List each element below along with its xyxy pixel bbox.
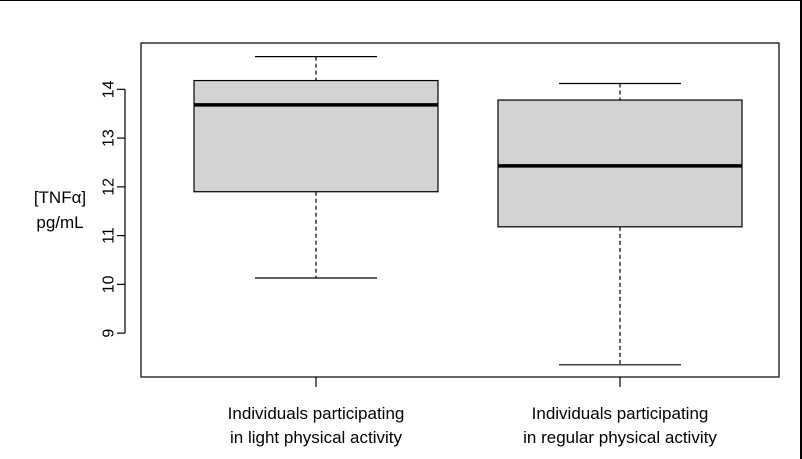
y-tick-label: 10 bbox=[101, 275, 118, 293]
x-axis: Individuals participating in light physic… bbox=[228, 377, 717, 447]
y-axis: 9 10 11 12 13 14 bbox=[101, 80, 126, 338]
x-category-label-2-line-1: Individuals participating bbox=[532, 404, 709, 423]
y-tick-label: 11 bbox=[101, 227, 118, 244]
y-tick-label: 14 bbox=[101, 80, 118, 98]
y-tick-label: 13 bbox=[101, 129, 118, 147]
y-axis-label-line-2: pg/mL bbox=[36, 213, 83, 232]
boxes bbox=[193, 56, 743, 366]
y-tick-label: 12 bbox=[101, 178, 118, 196]
y-tick-label: 9 bbox=[101, 329, 118, 338]
x-category-label-1-line-1: Individuals participating bbox=[228, 404, 405, 423]
x-category-label-2-line-2: in regular physical activity bbox=[523, 428, 717, 447]
interquartile-box bbox=[497, 99, 743, 228]
y-axis-label-line-1: [TNFα] bbox=[34, 188, 86, 207]
box-2 bbox=[497, 82, 743, 366]
x-category-label-1-line-2: in light physical activity bbox=[230, 428, 402, 447]
plot-area-border bbox=[140, 42, 780, 378]
interquartile-box bbox=[193, 79, 439, 193]
box-1 bbox=[193, 56, 439, 279]
